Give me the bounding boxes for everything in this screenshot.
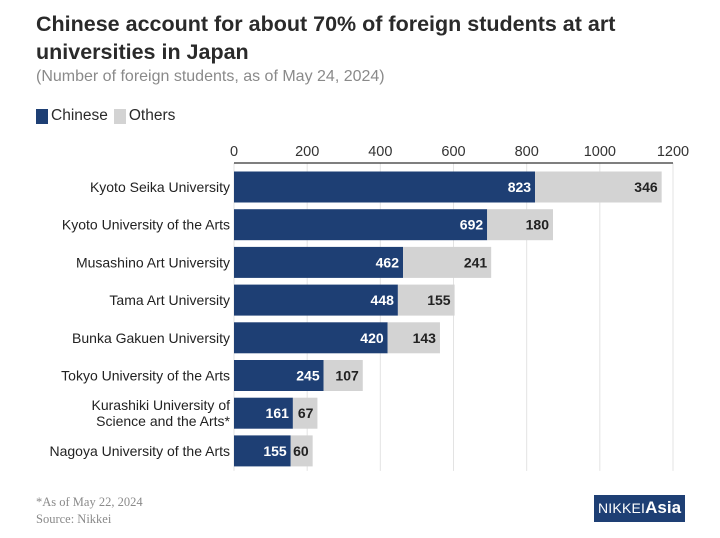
category-label: Musashino Art University (76, 254, 230, 270)
value-label-others: 107 (335, 368, 359, 384)
legend-swatch-chinese (36, 108, 48, 124)
bar-others (535, 171, 662, 203)
bar-chinese (234, 360, 324, 391)
bar-others (323, 360, 363, 391)
bar-chinese (234, 397, 293, 429)
value-label-others: 346 (634, 179, 658, 195)
value-label-others: 180 (526, 217, 550, 233)
bar-others (487, 209, 554, 241)
nikkei-asia-logo: NIKKEIAsia (594, 495, 686, 522)
category-label: Tama Art University (109, 292, 230, 308)
value-label-chinese: 420 (360, 330, 384, 346)
value-label-others: 241 (464, 254, 488, 270)
logo-text-asia: Asia (645, 498, 682, 517)
value-label-others: 60 (293, 443, 309, 459)
footnote: *As of May 22, 2024 Source: Nikkei (36, 494, 143, 528)
value-label-chinese: 692 (460, 217, 484, 233)
bar-chinese (234, 284, 398, 316)
x-tick-label: 0 (230, 144, 238, 160)
bar-chinese (234, 322, 388, 354)
legend-label-others: Others (128, 107, 176, 124)
category-label: Tokyo University of the Arts (61, 368, 230, 384)
x-tick-label: 1000 (584, 144, 616, 160)
legend-label-chinese: Chinese (51, 107, 108, 124)
x-tick-label: 400 (368, 144, 392, 160)
value-label-chinese: 155 (263, 443, 287, 459)
value-label-others: 67 (298, 405, 314, 421)
value-label-others: 155 (427, 292, 451, 308)
x-tick-label: 600 (441, 144, 465, 160)
value-label-chinese: 823 (508, 179, 532, 195)
value-label-others: 143 (413, 330, 437, 346)
footnote-note: *As of May 22, 2024 (36, 495, 143, 509)
bar-chinese (234, 209, 488, 241)
chart-title: Chinese account for about 70% of foreign… (36, 12, 616, 64)
value-label-chinese: 462 (376, 254, 400, 270)
value-label-chinese: 448 (371, 292, 395, 308)
x-tick-label: 200 (295, 144, 319, 160)
x-tick-label: 800 (515, 144, 539, 160)
chart-subtitle: (Number of foreign students, as of May 2… (36, 68, 385, 85)
logo-text-nikkei: NIKKEI (598, 500, 646, 516)
bar-others (403, 246, 492, 278)
stacked-bar-chart: 0 200 400 600 800 1000 1200 Kyoto Seika Univers… (49, 144, 689, 471)
legend: Chinese Others (36, 107, 181, 125)
legend-swatch-others (113, 108, 126, 124)
legend-item-chinese: Chinese (36, 107, 108, 125)
legend-item-others: Others (113, 107, 176, 125)
category-label: Nagoya University of the Arts (49, 443, 230, 459)
bar-others (387, 322, 440, 354)
category-label: Kurashiki University of Science and the A… (92, 397, 231, 429)
bar-chinese (234, 435, 291, 467)
bar-others (292, 397, 318, 429)
x-tick-label: 1200 (657, 144, 689, 160)
bar-chinese (234, 246, 404, 278)
category-label: Bunka Gakuen University (72, 330, 230, 346)
bar-others (397, 284, 455, 316)
bar-others (290, 435, 313, 467)
bar-chinese (234, 171, 536, 203)
footnote-source: Source: Nikkei (36, 512, 112, 526)
value-label-chinese: 245 (296, 368, 320, 384)
value-label-chinese: 161 (266, 405, 290, 421)
category-label: Kyoto University of the Arts (62, 217, 230, 233)
category-label: Kyoto Seika University (90, 179, 230, 195)
